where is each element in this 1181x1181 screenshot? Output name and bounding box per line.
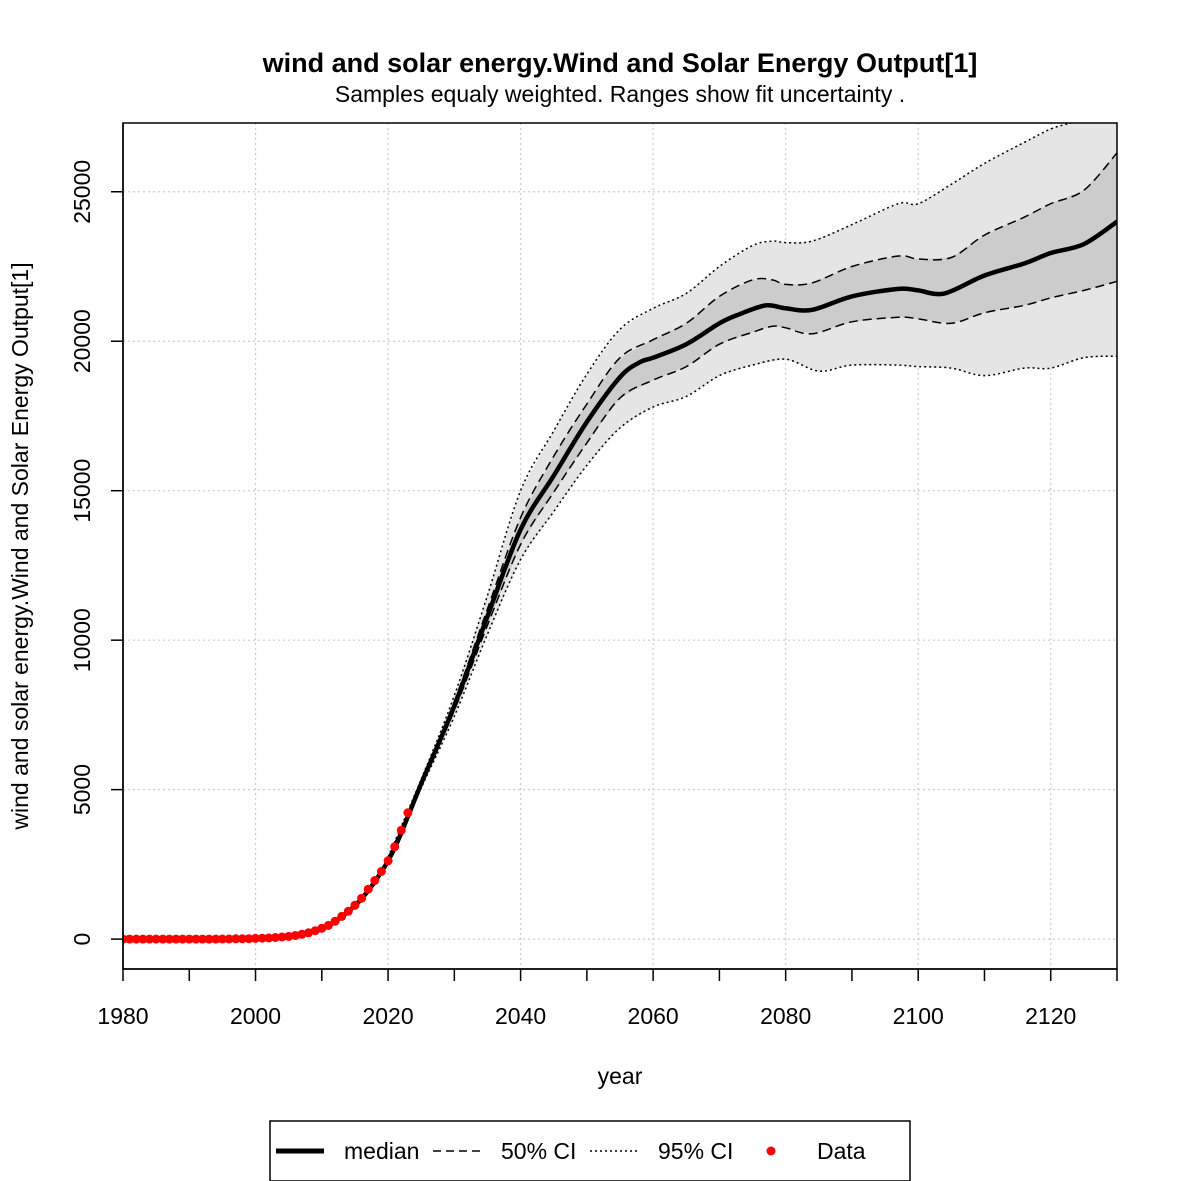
- legend-data-label: Data: [817, 1138, 866, 1164]
- data-point: [396, 825, 406, 835]
- data-point: [158, 934, 168, 944]
- x-tick-label: 2000: [230, 1003, 281, 1029]
- data-point: [211, 934, 221, 944]
- data-point: [125, 934, 135, 944]
- data-point: [231, 934, 241, 944]
- legend-median-label: median: [344, 1138, 419, 1164]
- ci95-upper-line: [387, 123, 1073, 858]
- data-point: [284, 931, 294, 941]
- data-point: [350, 900, 360, 910]
- data-point: [370, 876, 380, 885]
- data-point: [184, 934, 194, 944]
- data-point: [383, 856, 393, 866]
- data-point: [376, 867, 386, 876]
- data-point: [330, 916, 340, 926]
- data-point: [323, 920, 333, 930]
- legend-data-swatch: [766, 1146, 776, 1156]
- chart-subtitle: Samples equaly weighted. Ranges show fit…: [335, 81, 905, 107]
- y-tick-label: 25000: [69, 160, 95, 224]
- data-point: [337, 911, 347, 921]
- legend: median 50% CI 95% CI Data: [269, 1120, 911, 1181]
- ci50-upper-line: [387, 152, 1117, 859]
- y-tick-label: 15000: [69, 459, 95, 523]
- y-tick-label: 0: [69, 933, 95, 946]
- x-tick-label: 2100: [893, 1003, 944, 1029]
- data-point: [390, 842, 400, 852]
- x-axis: 1980 2000 2020 2040 2060 2080 2100 2120: [97, 968, 1118, 1029]
- data-point: [191, 934, 201, 944]
- legend-ci50-label: 50% CI: [501, 1138, 576, 1164]
- data-point: [164, 934, 174, 944]
- chart-title: wind and solar energy.Wind and Solar Ene…: [262, 48, 978, 78]
- data-point: [343, 906, 353, 916]
- data-point: [244, 934, 254, 944]
- data-point: [131, 934, 141, 944]
- y-tick-label: 20000: [69, 309, 95, 373]
- y-tick-label: 5000: [69, 764, 95, 815]
- data-point: [357, 893, 367, 903]
- data-point: [224, 934, 234, 944]
- data-point: [198, 934, 207, 944]
- x-tick-label: 2020: [362, 1003, 413, 1029]
- x-tick-label: 2080: [760, 1003, 811, 1029]
- data-point: [403, 808, 413, 818]
- ci50-lower-line: [387, 280, 1117, 862]
- y-axis-label: wind and solar energy.Wind and Solar Ene…: [7, 262, 33, 830]
- data-point: [363, 884, 373, 894]
- x-tick-label: 1980: [97, 1003, 148, 1029]
- data-point: [257, 933, 267, 943]
- x-tick-label: 2040: [495, 1003, 546, 1029]
- data-point: [171, 934, 181, 944]
- data-point: [138, 934, 148, 944]
- data-point: [277, 932, 287, 942]
- x-tick-label: 2060: [628, 1003, 679, 1029]
- data-point: [178, 934, 188, 944]
- data-point: [151, 934, 161, 944]
- data-point: [251, 933, 260, 943]
- data-point: [145, 934, 154, 944]
- x-tick-label: 2120: [1025, 1003, 1076, 1029]
- x-axis-label: year: [598, 1063, 643, 1089]
- data-point: [217, 934, 227, 944]
- plot-area: [123, 123, 1117, 944]
- data-point: [270, 933, 280, 942]
- data-point: [204, 934, 214, 944]
- y-axis: 0 5000 10000 15000 20000 25000: [69, 123, 124, 969]
- ci95-lower-line: [387, 355, 1117, 864]
- data-point: [264, 933, 274, 943]
- data-point: [237, 934, 247, 944]
- legend-ci95-label: 95% CI: [658, 1138, 733, 1164]
- y-tick-label: 10000: [69, 608, 95, 672]
